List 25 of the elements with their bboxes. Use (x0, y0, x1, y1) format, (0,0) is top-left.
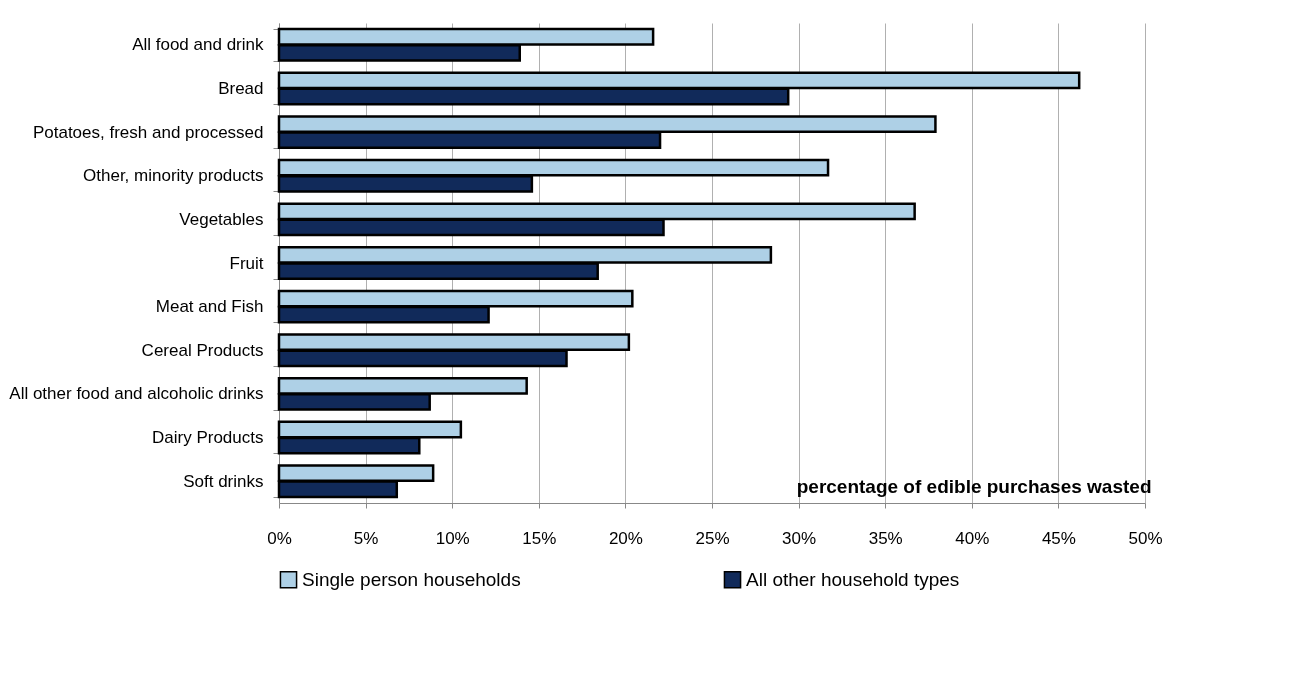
x-tick-label: 35% (868, 528, 903, 548)
x-tick-label: 25% (695, 528, 730, 548)
legend-label: Single person households (302, 568, 521, 590)
y-tick-label: Bread (218, 78, 264, 98)
y-tick-label: All other food and alcoholic drinks (9, 384, 264, 404)
x-tick-label: 15% (522, 528, 557, 548)
x-tick-label: 0% (267, 528, 292, 548)
legend-label: All other household types (746, 568, 960, 590)
y-tick-label: Meat and Fish (155, 297, 264, 317)
y-tick-label: Dairy Products (152, 428, 264, 448)
x-tick-label: 5% (353, 528, 379, 548)
y-tick-label: Cereal Products (141, 340, 264, 360)
y-tick-label: Potatoes, fresh and processed (32, 122, 264, 142)
y-tick-label: Soft drinks (183, 471, 264, 491)
x-tick-label: 30% (782, 528, 817, 548)
y-tick-label: Other, minority products (83, 166, 264, 186)
x-tick-label: 40% (955, 528, 990, 548)
x-tick-label: 10% (435, 528, 470, 548)
x-tick-label: 50% (1128, 528, 1163, 548)
y-tick-label: Fruit (229, 253, 264, 273)
x-axis-title: percentage of edible purchases wasted (796, 475, 1152, 497)
x-tick-label: 45% (1041, 528, 1076, 548)
y-tick-label: Vegetables (179, 209, 264, 229)
x-tick-label: 20% (608, 528, 643, 548)
y-tick-label: All food and drink (132, 35, 264, 55)
